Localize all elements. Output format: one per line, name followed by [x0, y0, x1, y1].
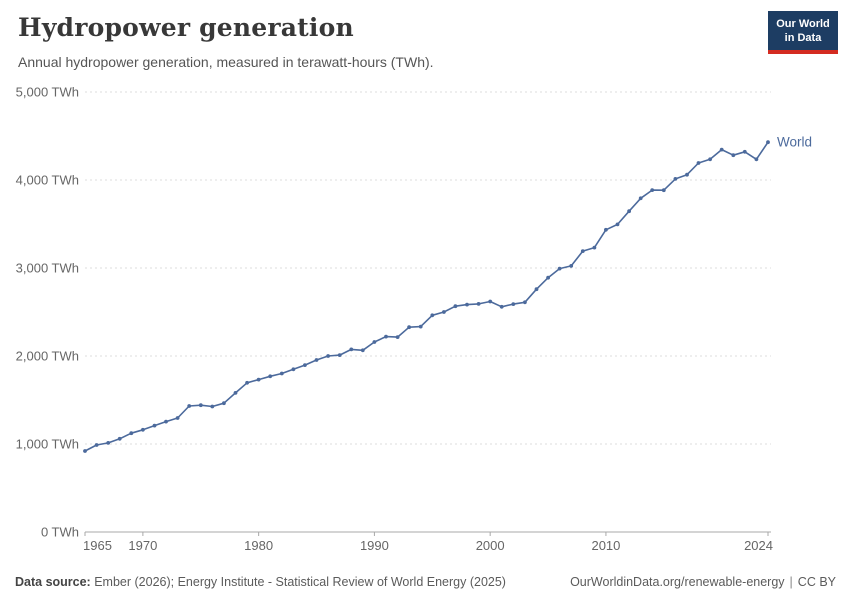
data-point[interactable]	[279, 371, 284, 376]
data-point[interactable]	[754, 157, 759, 162]
data-point[interactable]	[164, 419, 168, 424]
x-tick-label: 2024	[744, 538, 773, 553]
data-point[interactable]	[731, 153, 736, 158]
data-point[interactable]	[534, 287, 539, 292]
data-point[interactable]	[83, 449, 87, 453]
data-point[interactable]	[592, 245, 597, 250]
owid-logo[interactable]: Our World in Data	[768, 11, 838, 54]
data-source-text: Ember (2026); Energy Institute - Statist…	[90, 575, 506, 589]
owid-logo-line2: in Data	[784, 32, 822, 45]
data-point[interactable]	[546, 275, 550, 280]
data-point[interactable]	[465, 302, 469, 307]
data-point[interactable]	[222, 401, 226, 406]
data-point[interactable]	[661, 188, 666, 193]
data-point[interactable]	[233, 391, 238, 395]
data-point[interactable]	[511, 302, 516, 306]
data-point[interactable]	[94, 443, 99, 447]
data-source-label: Data source:	[15, 575, 91, 589]
data-point[interactable]	[210, 404, 215, 409]
data-point[interactable]	[650, 188, 655, 193]
data-point[interactable]	[360, 348, 365, 353]
data-point[interactable]	[256, 377, 261, 382]
x-tick-label: 1990	[360, 538, 389, 553]
y-tick-label: 4,000 TWh	[16, 173, 79, 188]
data-point[interactable]	[268, 374, 273, 379]
data-point[interactable]	[407, 325, 411, 330]
data-point[interactable]	[742, 149, 747, 154]
data-point[interactable]	[673, 177, 678, 181]
data-point[interactable]	[615, 222, 620, 227]
data-point[interactable]	[314, 358, 319, 362]
data-point[interactable]	[569, 264, 574, 268]
data-point[interactable]	[499, 304, 504, 309]
data-point[interactable]	[523, 300, 527, 305]
data-point[interactable]	[395, 335, 400, 339]
data-point[interactable]	[303, 363, 307, 367]
x-tick-label: 1980	[244, 538, 273, 553]
data-point[interactable]	[627, 209, 631, 214]
data-point[interactable]	[580, 249, 585, 254]
data-point[interactable]	[604, 227, 608, 232]
y-tick-label: 3,000 TWh	[16, 261, 79, 276]
data-point[interactable]	[175, 416, 180, 420]
y-tick-label: 0 TWh	[41, 525, 79, 540]
y-tick-label: 2,000 TWh	[16, 349, 79, 364]
data-point[interactable]	[129, 431, 134, 436]
data-point[interactable]	[685, 172, 689, 177]
x-tick-label: 2010	[591, 538, 620, 553]
owid-logo-line1: Our World	[776, 18, 830, 30]
data-point[interactable]	[430, 313, 435, 318]
data-point[interactable]	[152, 423, 157, 428]
license-label: CC BY	[797, 575, 836, 589]
data-point[interactable]	[372, 340, 377, 344]
page-title: Hydropower generation	[18, 13, 354, 42]
data-point[interactable]	[349, 347, 354, 352]
x-tick-label: 2000	[476, 538, 505, 553]
data-point[interactable]	[708, 157, 712, 162]
data-point[interactable]	[442, 310, 446, 314]
data-point[interactable]	[719, 147, 724, 152]
data-point[interactable]	[337, 353, 342, 357]
y-tick-label: 5,000 TWh	[16, 85, 79, 100]
line-chart-plot[interactable]: 0 TWh 1,000 TWh 2,000 TWh 3,000 TWh 4,000 TW…	[0, 0, 850, 558]
data-point[interactable]	[488, 299, 493, 304]
data-point[interactable]	[245, 380, 250, 385]
data-point[interactable]	[453, 304, 458, 309]
series-line-world[interactable]	[84, 141, 769, 452]
data-point[interactable]	[696, 161, 701, 165]
data-point[interactable]	[766, 140, 770, 145]
data-point[interactable]	[106, 441, 111, 445]
data-point[interactable]	[326, 354, 330, 358]
data-point[interactable]	[418, 324, 423, 329]
footer-separator: |	[789, 575, 793, 589]
data-point[interactable]	[187, 404, 192, 408]
data-point[interactable]	[141, 427, 145, 432]
footer-right: OurWorldinData.org/renewable-energy | CC B…	[570, 575, 836, 589]
y-tick-label: 1,000 TWh	[16, 437, 79, 452]
chart-footer: Data source: Ember (2026); Energy Instit…	[15, 575, 836, 589]
data-point[interactable]	[198, 403, 203, 408]
data-point[interactable]	[638, 196, 643, 201]
data-point[interactable]	[476, 302, 481, 306]
data-point[interactable]	[117, 436, 122, 441]
chart-subtitle: Annual hydropower generation, measured i…	[18, 54, 434, 70]
x-tick-label: 1970	[128, 538, 157, 553]
data-point[interactable]	[384, 334, 388, 339]
series-end-label: World	[777, 135, 812, 150]
data-point[interactable]	[291, 367, 296, 372]
x-tick-label: 1965	[83, 538, 112, 553]
data-point[interactable]	[557, 266, 562, 271]
data-source-note: Data source: Ember (2026); Energy Instit…	[15, 575, 506, 589]
owid-url-link[interactable]: OurWorldinData.org/renewable-energy	[570, 575, 785, 589]
